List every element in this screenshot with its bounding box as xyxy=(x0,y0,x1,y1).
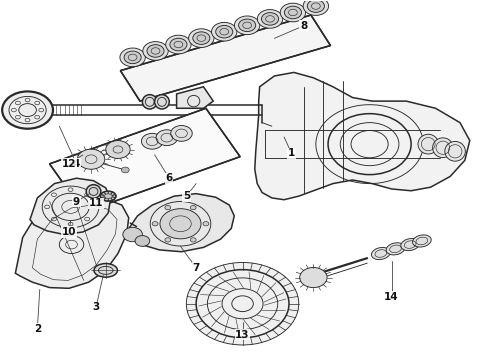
Polygon shape xyxy=(255,72,470,200)
Ellipse shape xyxy=(262,13,279,25)
Text: 12: 12 xyxy=(62,159,76,169)
Ellipse shape xyxy=(386,243,405,255)
Circle shape xyxy=(203,222,209,226)
Text: 4: 4 xyxy=(73,159,80,169)
Polygon shape xyxy=(128,194,234,252)
Circle shape xyxy=(300,267,327,288)
Text: 10: 10 xyxy=(62,227,76,237)
Ellipse shape xyxy=(94,264,118,277)
Circle shape xyxy=(106,140,130,158)
Circle shape xyxy=(171,126,192,141)
Ellipse shape xyxy=(303,0,329,15)
Ellipse shape xyxy=(234,16,260,35)
Ellipse shape xyxy=(433,138,453,158)
Circle shape xyxy=(135,235,150,246)
Circle shape xyxy=(123,227,143,242)
Circle shape xyxy=(77,149,105,169)
Circle shape xyxy=(160,209,201,239)
Circle shape xyxy=(152,222,158,226)
Polygon shape xyxy=(30,178,111,234)
Text: 7: 7 xyxy=(193,263,200,273)
Circle shape xyxy=(186,262,299,345)
Polygon shape xyxy=(176,87,213,108)
Circle shape xyxy=(122,167,129,173)
Text: 3: 3 xyxy=(92,302,99,312)
Ellipse shape xyxy=(401,238,419,251)
Circle shape xyxy=(190,206,196,210)
Ellipse shape xyxy=(147,45,164,57)
Circle shape xyxy=(2,91,53,129)
Ellipse shape xyxy=(307,0,324,12)
Ellipse shape xyxy=(86,185,101,198)
Polygon shape xyxy=(49,108,240,212)
Circle shape xyxy=(156,130,177,145)
Ellipse shape xyxy=(257,10,283,28)
Ellipse shape xyxy=(143,95,157,109)
Ellipse shape xyxy=(100,191,116,201)
Ellipse shape xyxy=(445,141,466,161)
Text: 1: 1 xyxy=(288,148,295,158)
Ellipse shape xyxy=(193,32,210,44)
Circle shape xyxy=(190,238,196,242)
Text: 5: 5 xyxy=(183,191,190,201)
Ellipse shape xyxy=(155,95,169,109)
Ellipse shape xyxy=(124,51,141,64)
Ellipse shape xyxy=(212,22,237,41)
Ellipse shape xyxy=(166,35,191,54)
Text: 14: 14 xyxy=(384,292,399,302)
Text: 11: 11 xyxy=(89,198,103,208)
Circle shape xyxy=(165,238,171,242)
Text: 8: 8 xyxy=(300,21,307,31)
Polygon shape xyxy=(121,15,331,101)
Ellipse shape xyxy=(371,247,390,260)
Ellipse shape xyxy=(143,42,168,60)
Ellipse shape xyxy=(216,26,233,38)
Ellipse shape xyxy=(189,29,214,48)
Ellipse shape xyxy=(170,38,187,51)
Ellipse shape xyxy=(284,6,301,19)
Ellipse shape xyxy=(280,3,306,22)
Text: 13: 13 xyxy=(235,330,250,340)
Text: 6: 6 xyxy=(166,173,173,183)
Polygon shape xyxy=(15,196,129,288)
Text: 9: 9 xyxy=(73,197,80,207)
Circle shape xyxy=(165,206,171,210)
Ellipse shape xyxy=(239,19,256,32)
Ellipse shape xyxy=(413,235,431,247)
Text: 2: 2 xyxy=(34,324,41,334)
Ellipse shape xyxy=(418,134,439,154)
Ellipse shape xyxy=(120,48,146,67)
Circle shape xyxy=(142,134,163,149)
